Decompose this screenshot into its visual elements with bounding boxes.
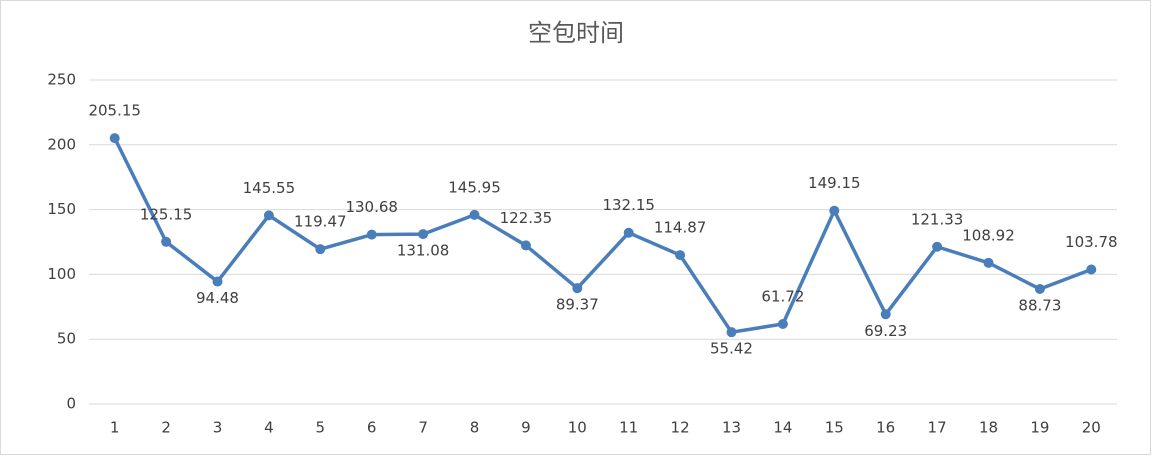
point — [469, 209, 480, 220]
y-tick-label: 250 — [47, 71, 76, 89]
data-label: 145.95 — [448, 178, 501, 196]
point — [983, 257, 994, 268]
y-tick-label: 150 — [47, 200, 76, 218]
point — [777, 319, 788, 330]
x-tick-label: 18 — [979, 419, 998, 437]
point — [109, 133, 120, 144]
y-tick-label: 50 — [57, 330, 76, 348]
point — [418, 229, 429, 240]
point — [829, 205, 840, 216]
y-tick-label: 100 — [47, 265, 76, 283]
x-tick-label: 19 — [1030, 419, 1049, 437]
data-label: 132.15 — [602, 196, 655, 214]
x-tick-label: 13 — [722, 419, 741, 437]
x-tick-label: 12 — [671, 419, 690, 437]
x-tick-label: 8 — [470, 419, 480, 437]
point — [161, 236, 172, 247]
data-label: 55.42 — [710, 340, 753, 358]
data-label: 121.33 — [911, 210, 964, 228]
y-tick-label: 200 — [47, 135, 76, 153]
data-label: 94.48 — [196, 289, 239, 307]
x-tick-label: 11 — [619, 419, 638, 437]
point — [1034, 284, 1045, 295]
x-tick-label: 17 — [928, 419, 947, 437]
x-tick-label: 2 — [161, 419, 171, 437]
point — [366, 229, 377, 240]
point — [623, 227, 634, 238]
x-tick-label: 20 — [1082, 419, 1101, 437]
data-label: 88.73 — [1018, 297, 1061, 315]
x-tick-label: 9 — [521, 419, 531, 437]
point — [726, 327, 737, 338]
point — [932, 241, 943, 252]
y-tick-label: 0 — [66, 395, 76, 413]
chart-title: 空包时间 — [528, 19, 624, 47]
data-label: 108.92 — [962, 226, 1015, 244]
x-tick-label: 15 — [825, 419, 844, 437]
x-tick-label: 10 — [568, 419, 587, 437]
data-label: 89.37 — [556, 296, 599, 314]
data-label: 145.55 — [243, 179, 296, 197]
x-tick-label: 7 — [418, 419, 428, 437]
x-tick-label: 14 — [773, 419, 792, 437]
point — [880, 309, 891, 320]
point — [520, 240, 531, 251]
x-tick-label: 4 — [264, 419, 274, 437]
x-tick-label: 6 — [367, 419, 377, 437]
x-tick-label: 16 — [876, 419, 895, 437]
data-label: 130.68 — [345, 198, 398, 216]
data-label: 125.15 — [140, 205, 193, 223]
point — [1086, 264, 1097, 275]
data-label: 119.47 — [294, 213, 347, 231]
data-label: 61.72 — [761, 288, 804, 306]
line — [113, 137, 1092, 334]
point — [315, 244, 326, 255]
data-label: 114.87 — [654, 219, 707, 237]
data-label: 205.15 — [88, 102, 141, 120]
point — [263, 210, 274, 221]
x-tick-label: 5 — [316, 419, 326, 437]
point — [572, 283, 583, 294]
x-tick-label: 3 — [213, 419, 223, 437]
data-label: 149.15 — [808, 174, 861, 192]
data-label: 69.23 — [864, 322, 907, 340]
data-label: 103.78 — [1065, 233, 1118, 251]
point — [675, 250, 686, 261]
x-tick-label: 1 — [110, 419, 120, 437]
point — [212, 276, 223, 287]
data-label: 122.35 — [500, 209, 553, 227]
data-label: 131.08 — [397, 242, 450, 260]
